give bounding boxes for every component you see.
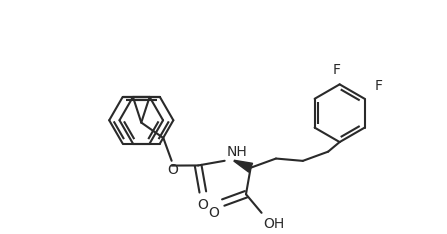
Polygon shape — [234, 160, 253, 172]
Text: F: F — [333, 63, 341, 77]
Text: O: O — [167, 163, 178, 177]
Text: NH: NH — [227, 145, 247, 159]
Text: OH: OH — [263, 217, 285, 231]
Text: O: O — [198, 198, 208, 212]
Text: F: F — [374, 79, 382, 93]
Text: O: O — [208, 206, 219, 220]
